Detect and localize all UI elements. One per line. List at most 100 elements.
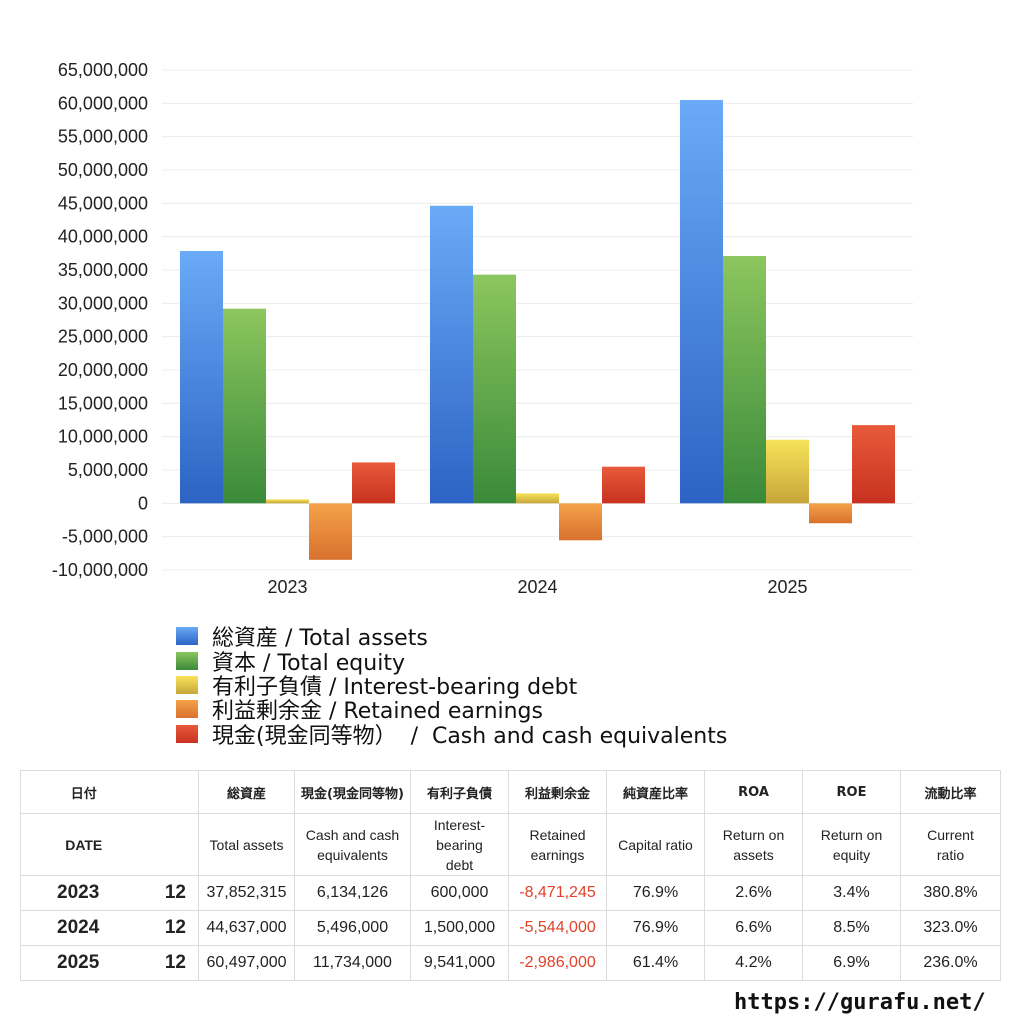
table-header-en: DATE Total assets Cash and cash equivalen… [20, 813, 1001, 876]
cell-current-ratio: 236.0% [900, 945, 1001, 981]
bar-orange-2025 [809, 503, 852, 524]
y-tick-label: 65,000,000 [58, 60, 148, 80]
y-tick-label: 55,000,000 [58, 127, 148, 147]
legend-label: 資本 / Total equity [212, 650, 405, 676]
y-tick-label: 20,000,000 [58, 360, 148, 380]
cell-capital-ratio: 76.9% [606, 910, 705, 946]
y-tick-label: 35,000,000 [58, 260, 148, 280]
cell-year: 2023 [20, 875, 147, 911]
y-tick-label: 40,000,000 [58, 227, 148, 247]
header-line: Retained [529, 826, 586, 843]
cell-month: 12 [146, 875, 199, 911]
header-line: ratio [936, 846, 965, 863]
y-tick-label: 30,000,000 [58, 293, 148, 313]
header-line: bearing [436, 836, 483, 853]
cell-total-assets: 44,637,000 [198, 910, 295, 946]
bar-orange-2024 [559, 503, 602, 541]
bar-blue-2023 [180, 250, 223, 504]
cell-month: 12 [146, 945, 199, 981]
cell-roa: 2.6% [704, 875, 803, 911]
header-capital-ratio-en: Capital ratio [606, 813, 705, 876]
header-line: Return on [820, 826, 883, 843]
cell-debt: 9,541,000 [410, 945, 509, 981]
cell-debt: 1,500,000 [410, 910, 509, 946]
cell-debt: 600,000 [410, 875, 509, 911]
header-line: earnings [530, 846, 585, 863]
header-current-ratio-jp: 流動比率 [900, 770, 1001, 814]
cell-year: 2025 [20, 945, 147, 981]
header-total-assets-jp: 総資産 [198, 770, 295, 814]
header-date-en: DATE [20, 813, 147, 876]
financial-table: 日付 総資産 現金(現金同等物) 有利子負債 利益剰余金 純資産比率 ROA R… [20, 770, 1001, 981]
legend-item-retained-earnings: 利益剰余金 / Retained earnings [176, 697, 727, 724]
header-roe-jp: ROE [802, 770, 901, 814]
header-debt-jp: 有利子負債 [410, 770, 509, 814]
legend-swatch-green [176, 651, 198, 670]
cell-total-assets: 37,852,315 [198, 875, 295, 911]
header-retained-en: Retained earnings [508, 813, 607, 876]
y-tick-label: 45,000,000 [58, 193, 148, 213]
table-row: 2025 12 60,497,000 11,734,000 9,541,000 … [20, 945, 1001, 981]
x-axis-ticks: 2023 2024 2025 [267, 577, 807, 597]
bar-red-2024 [602, 466, 645, 504]
cell-roa: 6.6% [704, 910, 803, 946]
cell-total-assets: 60,497,000 [198, 945, 295, 981]
bar-red-2025 [852, 425, 895, 504]
table-header-jp: 日付 総資産 現金(現金同等物) 有利子負債 利益剰余金 純資産比率 ROA R… [20, 770, 1001, 814]
site-url: https://gurafu.net/ [734, 990, 986, 1015]
header-line: Return on [722, 826, 785, 843]
legend-swatch-blue [176, 627, 198, 646]
cell-cash: 5,496,000 [294, 910, 411, 946]
cell-year: 2024 [20, 910, 147, 946]
legend-swatch-orange [176, 700, 198, 719]
bars [180, 100, 895, 560]
header-current-ratio-en: Current ratio [900, 813, 1001, 876]
legend-item-cash: 現金(現金同等物） / Cash and cash equivalents [176, 722, 727, 749]
legend-label: 有利子負債 / Interest-bearing debt [212, 674, 578, 700]
cell-cash: 6,134,126 [294, 875, 411, 911]
x-tick-label: 2024 [517, 577, 557, 597]
y-tick-label: 5,000,000 [68, 460, 148, 480]
legend-label: 利益剰余金 / Retained earnings [212, 699, 543, 725]
y-tick-label: -5,000,000 [62, 527, 148, 547]
cell-roa: 4.2% [704, 945, 803, 981]
cell-month: 12 [146, 910, 199, 946]
header-blank [146, 813, 199, 876]
header-debt-en: Interest-bearing debt [410, 813, 509, 876]
cell-roe: 8.5% [802, 910, 901, 946]
x-tick-label: 2023 [267, 577, 307, 597]
header-line: debt [445, 856, 474, 873]
cell-capital-ratio: 76.9% [606, 875, 705, 911]
legend-item-interest-bearing-debt: 有利子負債 / Interest-bearing debt [176, 673, 727, 700]
cell-capital-ratio: 61.4% [606, 945, 705, 981]
cell-cash: 11,734,000 [294, 945, 411, 981]
y-tick-label: 10,000,000 [58, 427, 148, 447]
header-roa-jp: ROA [704, 770, 803, 814]
legend-label: 現金(現金同等物） / Cash and cash equivalents [212, 723, 728, 749]
legend-item-total-assets: 総資産 / Total assets [176, 624, 727, 651]
y-tick-label: 0 [138, 493, 148, 513]
legend: 総資産 / Total assets 資本 / Total equity 有利子… [176, 624, 727, 749]
cell-current-ratio: 323.0% [900, 910, 1001, 946]
legend-item-total-equity: 資本 / Total equity [176, 648, 727, 676]
cell-retained: -2,986,000 [508, 945, 607, 981]
bar-yellow-2024 [516, 493, 559, 504]
cell-retained: -5,544,000 [508, 910, 607, 946]
header-cash-en: Cash and cash equivalents [294, 813, 411, 876]
header-roe-en: Return on equity [802, 813, 901, 876]
y-tick-label: 15,000,000 [58, 393, 148, 413]
cell-current-ratio: 380.8% [900, 875, 1001, 911]
y-axis-ticks: 65,000,000 60,000,000 55,000,000 50,000,000… [52, 60, 148, 580]
header-roa-en: Return on assets [704, 813, 803, 876]
header-line: equity [832, 846, 871, 863]
y-tick-label: 50,000,000 [58, 160, 148, 180]
y-tick-label: -10,000,000 [52, 560, 148, 580]
bar-green-2024 [473, 274, 516, 504]
header-capital-ratio-jp: 純資産比率 [606, 770, 705, 814]
bar-red-2023 [352, 462, 395, 504]
cell-retained: -8,471,245 [508, 875, 607, 911]
header-total-assets-en: Total assets [198, 813, 295, 876]
y-tick-label: 60,000,000 [58, 93, 148, 113]
header-line: Current [927, 826, 974, 843]
header-date-jp: 日付 [20, 770, 147, 814]
